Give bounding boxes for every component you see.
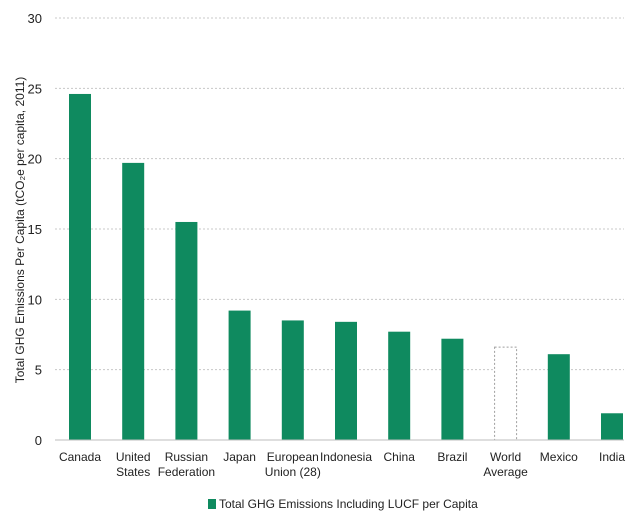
legend-label: Total GHG Emissions Including LUCF per C…: [219, 497, 478, 511]
legend[interactable]: Total GHG Emissions Including LUCF per C…: [208, 497, 478, 511]
bar[interactable]: [547, 354, 570, 440]
bar[interactable]: [69, 93, 91, 441]
y-tick-label: 0: [35, 433, 42, 448]
bar[interactable]: [281, 320, 304, 440]
x-tick-label: Brazil: [437, 450, 467, 464]
x-tick-label: Canada: [59, 450, 101, 464]
x-tick-label: Russian Federation: [158, 450, 215, 479]
x-tick-label: India: [599, 450, 625, 464]
bar[interactable]: [175, 221, 198, 440]
y-tick-label: 10: [28, 292, 42, 307]
x-tick-label: China: [384, 450, 416, 464]
bar[interactable]: [228, 310, 251, 440]
x-tick-label: World Average: [483, 450, 528, 479]
bar[interactable]: [335, 321, 357, 440]
x-tick-label: Indonesia: [320, 450, 372, 464]
bars: [69, 93, 623, 441]
x-tick-label: Mexico: [540, 450, 578, 464]
y-tick-label: 5: [35, 363, 42, 378]
bar[interactable]: [388, 331, 411, 440]
bar[interactable]: [122, 162, 145, 441]
x-tick-label: European Union (28): [265, 450, 321, 479]
y-tick-label: 15: [28, 222, 42, 237]
y-tick-label: 25: [28, 81, 42, 96]
bar[interactable]: [494, 346, 518, 441]
bar[interactable]: [601, 413, 623, 440]
bar[interactable]: [441, 338, 464, 440]
legend-swatch: [208, 499, 216, 509]
y-tick-label: 30: [28, 11, 42, 26]
x-tick-label: United States: [116, 450, 151, 479]
y-axis-label: Total GHG Emissions Per Capita (tCO₂e pe…: [13, 77, 27, 384]
y-axis-ticks: 0 5 10 15 20 25 30: [28, 11, 42, 448]
y-tick-label: 20: [28, 152, 42, 167]
x-tick-label: Japan: [223, 450, 256, 464]
